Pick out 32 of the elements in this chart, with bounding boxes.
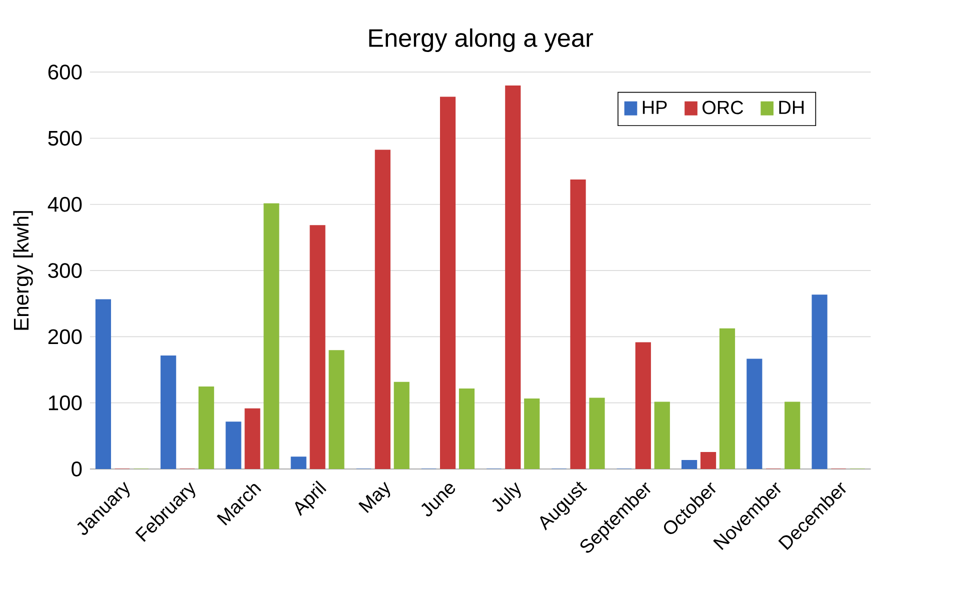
bar bbox=[635, 342, 651, 470]
bar bbox=[310, 225, 326, 470]
chart-title: Energy along a year bbox=[369, 28, 594, 52]
y-tick-label: 300 bbox=[48, 263, 82, 278]
bar bbox=[198, 386, 214, 470]
bar bbox=[264, 203, 280, 470]
y-tick-label: 600 bbox=[48, 64, 82, 80]
y-axis-title: Energy [kwh] bbox=[13, 211, 33, 330]
x-tick-label: July bbox=[492, 482, 521, 512]
bar bbox=[328, 350, 344, 470]
bar bbox=[700, 452, 716, 470]
bar bbox=[505, 86, 521, 470]
y-tick-label: 400 bbox=[48, 196, 82, 212]
x-tick-label: May bbox=[358, 482, 390, 514]
bar bbox=[394, 382, 410, 470]
bar bbox=[374, 150, 390, 470]
bar bbox=[654, 402, 670, 470]
legend-label: ORC bbox=[702, 100, 744, 114]
bar bbox=[458, 388, 475, 470]
bar bbox=[524, 398, 540, 470]
bar bbox=[589, 398, 605, 470]
y-tick-label: 100 bbox=[48, 395, 82, 410]
y-tick-label: 0 bbox=[72, 462, 82, 476]
bar bbox=[719, 328, 736, 470]
bar bbox=[570, 180, 586, 470]
bar bbox=[244, 408, 260, 470]
bar bbox=[440, 96, 456, 470]
bar bbox=[784, 402, 800, 470]
legend-label: HP bbox=[642, 100, 667, 114]
legend-label: DH bbox=[779, 100, 804, 114]
y-tick-label: 200 bbox=[48, 329, 82, 344]
y-tick-label: 500 bbox=[48, 130, 82, 146]
